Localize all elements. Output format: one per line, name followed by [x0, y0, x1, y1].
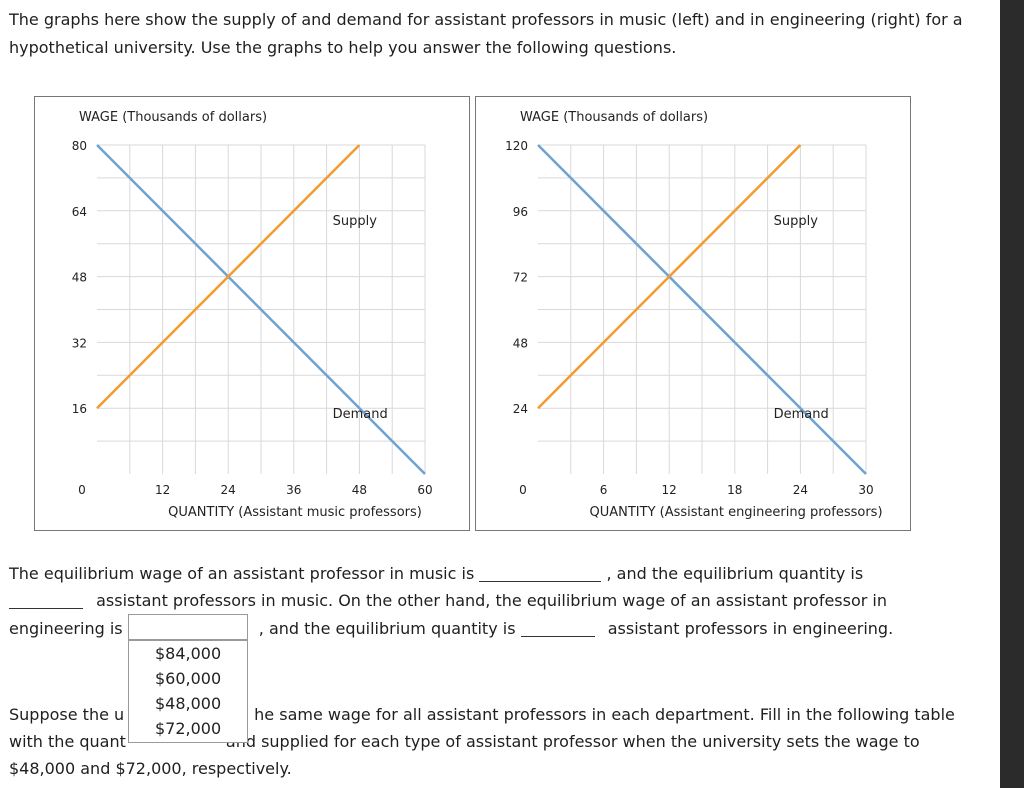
dropdown-option[interactable]: $72,000	[155, 719, 222, 738]
supply-curve	[537, 144, 802, 410]
music-quantity-blank[interactable]	[9, 590, 83, 609]
x-tick-label: 48	[352, 483, 367, 497]
engineering-wage-dropdown[interactable]	[127, 614, 248, 640]
engineering-quantity-blank[interactable]	[520, 618, 595, 637]
scrollbar[interactable]	[1000, 0, 1024, 788]
dropdown-option[interactable]: $60,000	[155, 669, 222, 688]
demand-label: Demand	[774, 407, 829, 422]
y-axis-label: WAGE (Thousands of dollars)	[79, 110, 267, 125]
x-tick-label: 12	[662, 483, 677, 497]
y-tick-label: 120	[505, 139, 528, 153]
supply-curve	[96, 144, 361, 410]
x-tick-label: 24	[221, 483, 236, 497]
intro-text: The graphs here show the supply of and d…	[9, 10, 963, 57]
y-tick-label: 72	[513, 271, 528, 285]
x-tick-label: 24	[793, 483, 808, 497]
x-tick-label: 0	[78, 483, 86, 497]
x-tick-label: 18	[727, 483, 742, 497]
music-wage-blank[interactable]	[479, 563, 602, 582]
x-axis-label: QUANTITY (Assistant engineering professo…	[589, 505, 882, 520]
question-line-2: assistant professors in music. On the ot…	[9, 587, 994, 614]
y-tick-label: 80	[72, 139, 87, 153]
y-axis-label: WAGE (Thousands of dollars)	[520, 110, 708, 125]
y-tick-label: 48	[513, 336, 528, 350]
y-tick-label: 32	[72, 336, 87, 350]
question-line-1: The equilibrium wage of an assistant pro…	[9, 563, 864, 583]
music-chart-panel: WAGE (Thousands of dollars) 16 32 48 64 80 0 12…	[34, 96, 470, 531]
demand-curve	[537, 144, 867, 475]
x-tick-label: 30	[858, 483, 873, 497]
second-paragraph: Suppose the u he same wage for all assist…	[9, 705, 955, 778]
supply-label: Supply	[333, 214, 378, 229]
music-chart: WAGE (Thousands of dollars) 16 32 48 64 80 0 12…	[72, 110, 433, 520]
engineering-chart-panel: WAGE (Thousands of dollars) 24 48 72 96 120 0 6…	[475, 96, 911, 531]
dropdown-option[interactable]: $84,000	[155, 644, 222, 663]
dropdown-option[interactable]: $48,000	[155, 694, 222, 713]
x-tick-label: 6	[600, 483, 608, 497]
x-tick-label: 12	[155, 483, 170, 497]
x-tick-label: 0	[519, 483, 527, 497]
y-tick-label: 16	[72, 402, 87, 416]
y-tick-label: 48	[72, 271, 87, 285]
y-tick-label: 64	[72, 205, 87, 219]
engineering-chart: WAGE (Thousands of dollars) 24 48 72 96 120 0 6…	[505, 110, 882, 520]
wage-dropdown-list[interactable]: $84,000 $60,000 $48,000 $72,000	[128, 640, 248, 743]
demand-label: Demand	[333, 407, 388, 422]
demand-curve	[96, 144, 426, 475]
supply-label: Supply	[774, 214, 819, 229]
x-axis-label: QUANTITY (Assistant music professors)	[168, 505, 422, 520]
x-tick-label: 60	[417, 483, 432, 497]
y-tick-label: 24	[513, 402, 528, 416]
x-tick-label: 36	[286, 483, 301, 497]
question-line-3: engineering is , and the equilibrium qua…	[9, 614, 994, 642]
y-tick-label: 96	[513, 205, 528, 219]
